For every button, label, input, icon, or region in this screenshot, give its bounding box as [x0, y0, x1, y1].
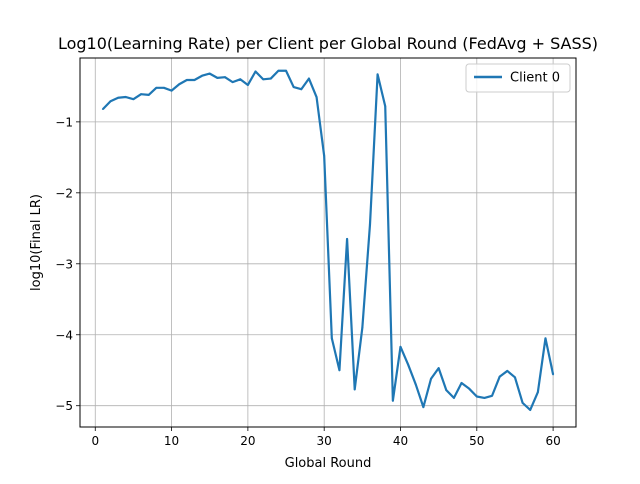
data-point — [269, 77, 272, 80]
data-point — [514, 376, 516, 379]
x-axis-label: Global Round — [285, 456, 372, 471]
data-point — [231, 81, 234, 84]
data-point — [216, 76, 219, 79]
series-line-client-0 — [102, 69, 555, 412]
data-point — [529, 409, 532, 411]
data-point — [407, 363, 410, 366]
data-point — [132, 98, 135, 101]
data-point — [124, 96, 127, 98]
legend-box — [465, 63, 571, 93]
y-tick-label: −2 — [55, 186, 73, 200]
data-point — [376, 73, 379, 76]
y-tick-label: −5 — [55, 399, 73, 413]
data-point — [254, 70, 257, 73]
data-point — [140, 93, 142, 96]
data-point — [460, 382, 463, 384]
data-point — [521, 401, 524, 404]
data-point — [414, 383, 417, 386]
data-point — [201, 74, 203, 77]
data-point — [437, 367, 440, 369]
data-point — [361, 326, 364, 329]
data-point — [483, 397, 486, 399]
data-point — [285, 69, 287, 72]
data-point — [346, 238, 348, 240]
legend-label-client-0: Client 0 — [510, 71, 560, 86]
data-point — [323, 155, 326, 157]
data-point — [544, 337, 547, 340]
data-point — [178, 83, 181, 86]
x-tick-label: 40 — [393, 434, 408, 448]
x-tick-label: 30 — [317, 434, 332, 448]
data-point — [552, 373, 555, 376]
data-point — [101, 108, 104, 110]
plot-area-frame — [79, 57, 577, 428]
data-point — [445, 389, 448, 391]
data-point — [239, 78, 242, 81]
data-point — [308, 77, 310, 80]
x-axis-ticks: 0 10 20 30 40 50 60 — [91, 427, 561, 448]
x-tick-label: 50 — [469, 434, 484, 448]
data-point — [163, 86, 165, 89]
data-point — [399, 345, 402, 348]
data-point — [338, 369, 341, 372]
y-axis-ticks: −1 −2 −3 −4 −5 — [55, 115, 80, 413]
data-point — [330, 337, 333, 340]
data-point — [536, 391, 539, 394]
y-tick-label: −3 — [55, 257, 73, 271]
x-tick-label: 0 — [91, 434, 99, 448]
data-point — [277, 69, 280, 72]
data-point — [262, 78, 265, 81]
data-point — [475, 395, 478, 398]
data-point — [147, 94, 150, 96]
data-point — [369, 223, 371, 226]
data-point — [170, 89, 173, 92]
y-axis-label: log10(Final LR) — [29, 194, 44, 291]
data-point — [422, 406, 425, 409]
data-point — [193, 79, 196, 81]
data-point — [292, 86, 295, 88]
data-point — [498, 375, 501, 378]
data-point — [453, 397, 455, 399]
data-point — [185, 79, 188, 81]
y-tick-label: −1 — [55, 115, 73, 129]
data-point — [315, 96, 318, 98]
x-tick-label: 10 — [164, 434, 179, 448]
series-layer — [101, 69, 555, 412]
data-point — [224, 76, 226, 79]
data-point — [491, 394, 493, 397]
y-tick-label: −4 — [55, 328, 73, 342]
x-tick-label: 20 — [240, 434, 255, 448]
data-point — [208, 72, 211, 75]
x-tick-label: 60 — [545, 434, 560, 448]
data-point — [246, 84, 249, 86]
data-point — [300, 88, 303, 91]
data-point — [155, 86, 158, 89]
data-point — [353, 388, 356, 391]
data-point — [384, 105, 387, 108]
data-point — [391, 399, 394, 402]
data-point — [430, 377, 432, 380]
legend: Client 0 — [465, 63, 571, 93]
data-point — [468, 387, 471, 390]
data-point — [109, 100, 112, 103]
chart-title: Log10(Learning Rate) per Client per Glob… — [58, 34, 598, 53]
data-point — [117, 96, 120, 99]
data-point — [506, 370, 509, 372]
